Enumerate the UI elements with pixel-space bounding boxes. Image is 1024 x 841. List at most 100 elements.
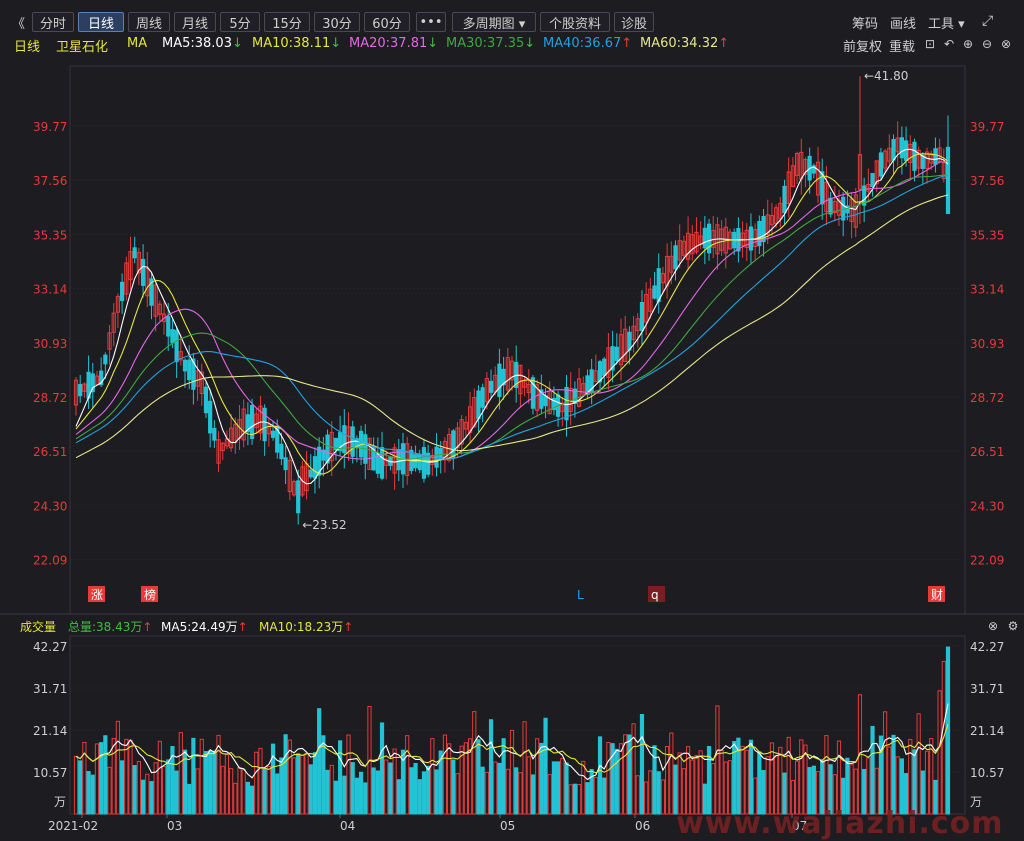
volume-bar: [744, 749, 749, 815]
fuquan-button[interactable]: 前复权: [843, 40, 883, 55]
volume-bar: [488, 719, 494, 815]
candle-body: [887, 147, 892, 162]
period-label: 日线: [14, 40, 41, 55]
candle-body: [107, 332, 112, 350]
x-label: 07: [792, 819, 807, 833]
candle-body: [128, 251, 133, 281]
tab-daily[interactable]: 日线: [78, 12, 124, 32]
candle-body: [208, 400, 213, 434]
y-tick-right: 35.35: [970, 228, 1004, 242]
vol-ma5-line: [75, 703, 949, 781]
main-legend: 日线 卫星石化 MA MA5:38.03↓ MA10:38.11↓ MA20:3…: [0, 34, 1024, 55]
fullscreen-icon[interactable]: ⤢: [982, 13, 994, 29]
candle-body: [459, 419, 464, 445]
candle-body: [883, 150, 888, 169]
candle-body: [153, 284, 158, 317]
close-volume-icon[interactable]: ⊗: [987, 619, 999, 633]
y-tick-right: 22.09: [970, 554, 1004, 568]
volume-bar: [279, 757, 284, 815]
volume-bar: [501, 738, 506, 815]
tab-60min[interactable]: 60分: [364, 12, 410, 32]
volume-bar: [161, 766, 167, 815]
candle-body: [78, 384, 83, 397]
tab-15min[interactable]: 15分: [264, 12, 310, 32]
volume-bar: [342, 775, 347, 815]
volume-bar: [99, 742, 104, 815]
candle-body: [589, 369, 594, 393]
volume-bar: [220, 765, 225, 815]
candle-body: [761, 216, 766, 243]
zoom-in-icon[interactable]: ⊕: [962, 37, 974, 51]
undo-icon[interactable]: ↶: [943, 37, 955, 51]
settings-icon[interactable]: ⚙: [1007, 619, 1019, 633]
candle-body: [308, 469, 313, 478]
back-icon[interactable]: 《: [12, 17, 26, 32]
stock-info-button[interactable]: 个股资料: [540, 12, 610, 32]
candle-body: [790, 165, 795, 188]
volume-bar: [182, 749, 188, 815]
volume-bar: [203, 751, 209, 815]
draw-line-button[interactable]: 画线: [890, 17, 917, 32]
tab-5min[interactable]: 5分: [220, 12, 260, 32]
ma10-value: MA10:38.11↓: [252, 36, 342, 51]
candle-body: [614, 346, 619, 362]
volume-bar: [73, 755, 79, 815]
candle-body: [296, 480, 301, 514]
volume-bar: [652, 745, 657, 815]
volume-bar: [681, 768, 686, 815]
candle-body: [476, 390, 481, 420]
volume-bar: [924, 750, 930, 815]
diagnose-button[interactable]: 诊股: [614, 12, 654, 32]
volume-bar: [618, 743, 624, 815]
volume-bar: [593, 776, 598, 815]
volume-bar: [883, 711, 888, 815]
volume-bar: [514, 767, 519, 815]
watermark: www.wajiazhi.com: [676, 806, 1004, 841]
more-button[interactable]: •••: [416, 12, 446, 32]
candle-body: [543, 395, 548, 407]
volume-bar: [249, 785, 255, 815]
tab-fenshi[interactable]: 分时: [32, 12, 74, 32]
candle-body: [535, 384, 540, 411]
volume-bar: [497, 762, 502, 815]
volume-bar: [656, 771, 661, 815]
candle-body: [522, 380, 527, 388]
candle-body: [748, 226, 754, 251]
volume-bar: [757, 751, 762, 815]
candle-body: [266, 424, 271, 435]
y-tick-left: 39.77: [33, 120, 67, 134]
multi-period-dropdown[interactable]: 多周期图 ▾: [452, 12, 536, 32]
candle-body: [229, 427, 234, 449]
volume-bar: [333, 780, 339, 815]
tab-monthly[interactable]: 月线: [174, 12, 216, 32]
event-tag-bg: [928, 586, 945, 602]
volume-bar: [409, 767, 414, 815]
zoom-out-icon[interactable]: ⊖: [981, 37, 993, 51]
candle-body: [639, 301, 645, 332]
candle-body: [576, 378, 582, 407]
tab-weekly[interactable]: 周线: [128, 12, 170, 32]
tab-30min[interactable]: 30分: [314, 12, 360, 32]
candle-body: [342, 425, 347, 454]
candle-body: [99, 370, 104, 386]
candle-body: [195, 370, 200, 387]
close-icon[interactable]: ⊗: [1000, 37, 1012, 51]
candle-body: [941, 162, 946, 180]
volume-bar: [606, 742, 611, 815]
volume-bar: [254, 751, 259, 815]
volume-bar: [124, 738, 129, 815]
volume-bar: [799, 739, 804, 815]
volume-bar: [526, 756, 531, 815]
volume-bar: [421, 771, 427, 815]
candle-body: [191, 358, 196, 390]
candle-body: [656, 268, 661, 303]
lock-icon[interactable]: ⊡: [924, 37, 936, 51]
reload-button[interactable]: 重载: [889, 40, 916, 55]
tools-menu[interactable]: 工具 ▾: [928, 17, 965, 32]
volume-bar: [811, 765, 816, 815]
candle-body: [924, 151, 930, 169]
ma-label[interactable]: MA: [127, 36, 148, 51]
candle-body: [564, 386, 569, 421]
chip-distribution-button[interactable]: 筹码: [852, 17, 879, 32]
